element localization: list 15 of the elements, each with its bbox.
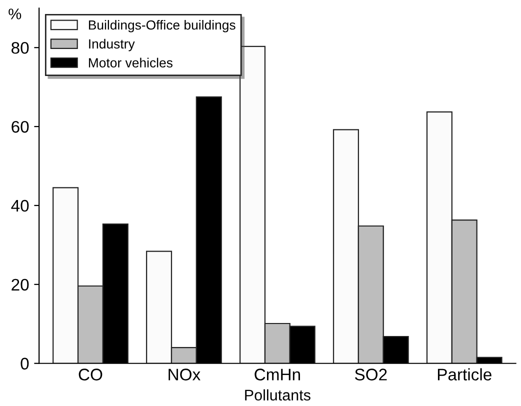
y-tick-label: 40	[11, 200, 29, 212]
y-tick-label: 80	[12, 42, 29, 54]
y-tick-label: 60	[12, 120, 29, 133]
legend-label: Motor vehicles	[88, 58, 172, 68]
x-tick-label: SO2	[354, 368, 387, 380]
y-tick-label: 20	[12, 278, 29, 291]
x-tick-label: Particle	[438, 368, 492, 380]
x-tick-label: CmHn	[254, 368, 300, 380]
y-tick-label: 0	[20, 358, 29, 370]
legend-label: Buildings-Office buildings	[88, 20, 236, 32]
legend-label: Industry	[89, 38, 135, 52]
x-tick-label: NOx	[168, 368, 200, 380]
x-tick-label: CO	[78, 368, 102, 380]
x-axis-title: Pollutants	[245, 389, 310, 401]
y-axis-title: %	[8, 8, 22, 20]
